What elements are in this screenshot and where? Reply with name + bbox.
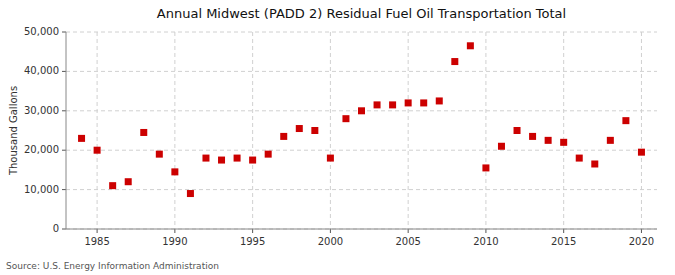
chart-svg: 0 10,000 20,000 30,000 40,000 50,000 1985 1990 1… [0,0,675,275]
point [156,151,163,158]
point [296,125,303,132]
y-tick [62,229,66,230]
point [638,149,645,156]
title: Annual Midwest (PADD 2) Residual Fuel Oi… [157,6,566,21]
y-tick-label: 40,000 [24,65,59,76]
y-tick [62,32,66,33]
x-tick [563,229,564,233]
point [420,99,427,106]
point [125,178,132,185]
x-tick-label: 1985 [84,236,109,247]
point [560,139,567,146]
point [405,99,412,106]
point [451,58,458,65]
y-tick [62,150,66,151]
point [622,117,629,124]
y-grid-line [66,150,657,151]
point [280,133,287,140]
point [265,151,272,158]
x-tick [97,229,98,233]
y-axis-line [66,32,67,229]
point [607,137,614,144]
x-grid-line [330,32,331,229]
grid [66,32,657,229]
point [374,101,381,108]
point [327,155,334,162]
x-grid-line [97,32,98,229]
points [78,42,645,197]
y-tick [62,189,66,190]
point [498,143,505,150]
point [576,155,583,162]
point [140,129,147,136]
point [94,147,101,154]
y-tick [62,110,66,111]
x-grid-line [408,32,409,229]
x-grid-line [252,32,253,229]
x-tick [641,229,642,233]
point [591,160,598,167]
point [514,127,521,134]
x-tick-label: 2020 [629,236,654,247]
x-grid-line [485,32,486,229]
x-tick-label: 2015 [551,236,576,247]
point [78,135,85,142]
point [436,97,443,104]
y-tick [62,71,66,72]
source-note: Source: U.S. Energy Information Administ… [6,261,219,271]
y-grid-line [66,229,657,230]
x-tick-label: 2005 [395,236,420,247]
x-tick-label: 1990 [162,236,187,247]
point [358,107,365,114]
x-tick-label: 2000 [318,236,343,247]
point [218,157,225,164]
x-tick [485,229,486,233]
x-grid-line [174,32,175,229]
x-grid-line [641,32,642,229]
x-tick [252,229,253,233]
y-tick-label: 30,000 [24,105,59,116]
y-grid-line [66,32,657,33]
point [529,133,536,140]
y-tick-label: 10,000 [24,184,59,195]
y-grid-line [66,189,657,190]
point [171,168,178,175]
point [545,137,552,144]
point [234,155,241,162]
y-tick-label: 50,000 [24,26,59,37]
x-tick [330,229,331,233]
point [342,115,349,122]
x-tick [408,229,409,233]
x-grid-line [563,32,564,229]
point [467,42,474,49]
point [109,182,116,189]
y-axis-label: Thousand Gallons [8,86,19,176]
point [311,127,318,134]
point [187,190,194,197]
point [389,101,396,108]
x-tick-label: 1995 [240,236,265,247]
point [482,164,489,171]
x-tick-label: 2010 [473,236,498,247]
chart-container: 0 10,000 20,000 30,000 40,000 50,000 1985 1990 1… [0,0,675,275]
y-grid-line [66,71,657,72]
x-tick [174,229,175,233]
y-tick-label: 20,000 [24,144,59,155]
point [202,155,209,162]
y-tick-label: 0 [53,223,59,234]
point [249,157,256,164]
x-axis-line [66,229,657,230]
